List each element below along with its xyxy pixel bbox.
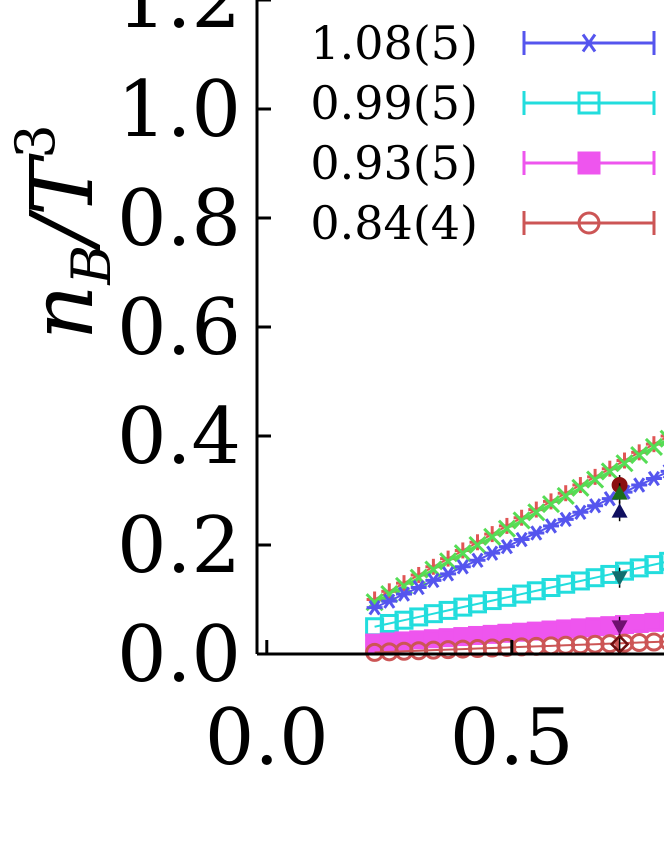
data-point-2-9 [498,538,515,555]
data-point-2-20 [660,464,664,479]
reference-point-1 [611,485,628,500]
legend-marker-0 [579,33,599,53]
data-point-2-12 [543,518,559,534]
data-point-4-20 [659,611,664,631]
y-tick-label-6: 1.2 [117,0,241,46]
data-point-2-7 [469,552,486,568]
reference-point-3 [611,571,628,586]
y-tick-label-1: 0.2 [117,501,241,591]
legend-entry-2: 0.93(5) [310,136,656,190]
reference-point-5 [609,634,630,654]
y-tick-label-5: 1.0 [117,65,241,155]
data-point-0-20 [660,434,664,438]
data-point-1-16 [600,462,619,481]
data-point-1-11 [527,503,546,522]
data-point-1-5 [439,552,458,571]
legend-label-2: 0.93(5) [310,136,478,190]
data-point-2-0 [366,600,383,616]
data-point-1-8 [483,527,502,546]
data-point-2-4 [425,572,442,589]
data-point-1-15 [586,470,605,489]
data-point-1-20 [659,429,664,448]
data-point-1-10 [512,511,531,530]
data-point-2-1 [381,593,398,609]
legend-label-3: 0.84(4) [310,196,478,250]
data-point-2-5 [440,566,457,582]
data-point-2-18 [631,477,648,493]
legend: 1.08(5) 0.99(5) 0.93(5) 0.84(4) [310,16,656,250]
y-tick-label-4: 0.8 [117,174,241,264]
data-point-1-7 [468,535,487,555]
data-point-1-18 [630,446,649,465]
legend-label-1: 0.99(5) [310,76,478,130]
data-point-1-19 [644,437,663,456]
data-point-2-2 [396,586,412,602]
data-point-2-11 [528,525,545,541]
y-tick-label-0: 0.0 [117,610,241,700]
data-point-2-13 [557,511,574,528]
data-point-1-3 [409,568,428,587]
data-point-1-14 [571,478,590,497]
svg-text:nB/T3: nB/T3 [4,124,123,340]
legend-marker-2 [577,151,601,175]
series-2 [366,464,664,616]
data-point-1-9 [497,519,516,538]
data-point-2-14 [572,504,589,520]
legend-entry-3: 0.84(4) [310,196,656,250]
y-axis-label-main: n [13,285,113,340]
series-1 [365,429,664,612]
data-point-3-20 [659,551,664,571]
data-point-2-6 [454,559,471,575]
data-point-1-17 [615,454,634,473]
series-5 [365,632,664,662]
legend-entry-1: 0.99(5) [310,76,656,130]
data-point-1-12 [541,495,561,514]
legend-entry-0: 1.08(5) [310,16,656,70]
legend-marker-3 [577,211,601,235]
legend-marker-1 [577,91,601,115]
y-axis-label-sub: B [60,245,123,286]
plot-area [365,429,664,662]
y-tick-label-3: 0.6 [117,283,241,373]
data-point-2-3 [410,579,427,596]
data-point-2-15 [587,498,604,514]
data-point-1-13 [556,486,575,506]
y-axis-label-sup: 3 [4,124,67,158]
y-tick-label-2: 0.4 [117,392,241,482]
reference-point-2 [611,503,628,518]
reference-point-4 [611,620,628,635]
x-tick-label-0: 0.0 [205,693,329,783]
data-point-2-19 [645,470,662,487]
legend-label-0: 1.08(5) [310,16,478,70]
y-axis-label: nB/T3 [4,124,123,340]
axes: 0.0 0.2 0.4 0.6 0.8 1.0 1.2 0.0 0.5 [117,0,664,783]
data-point-5-20 [659,633,664,650]
x-tick-label-1: 0.5 [450,693,574,783]
data-point-2-8 [484,545,501,561]
data-point-2-10 [513,531,530,548]
y-axis-label-rest: /T [13,153,113,252]
data-point-1-6 [453,544,472,563]
